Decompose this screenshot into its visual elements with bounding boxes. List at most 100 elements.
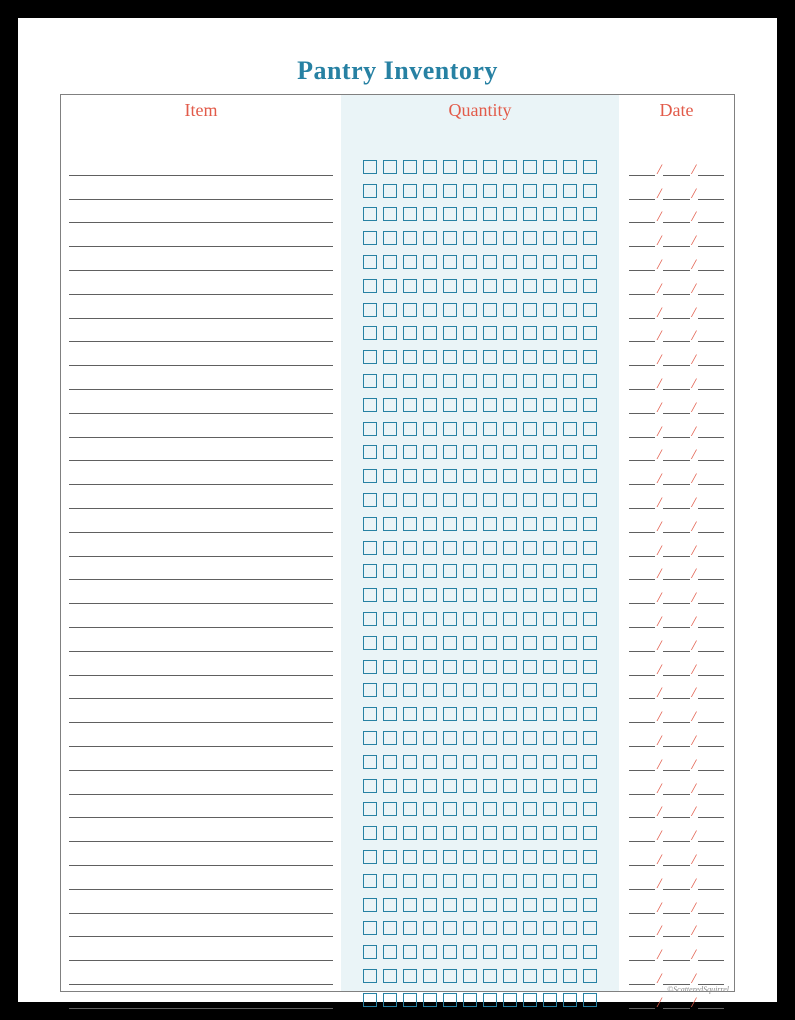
quantity-checkbox[interactable] — [583, 207, 597, 221]
quantity-checkbox[interactable] — [423, 469, 437, 483]
quantity-checkbox[interactable] — [463, 921, 477, 935]
quantity-checkbox[interactable] — [403, 469, 417, 483]
quantity-checkbox[interactable] — [403, 303, 417, 317]
quantity-checkbox[interactable] — [523, 636, 537, 650]
quantity-checkbox[interactable] — [363, 660, 377, 674]
quantity-checkbox[interactable] — [363, 850, 377, 864]
quantity-checkbox[interactable] — [483, 731, 497, 745]
quantity-checkbox[interactable] — [483, 755, 497, 769]
quantity-checkbox[interactable] — [523, 422, 537, 436]
quantity-checkbox[interactable] — [463, 636, 477, 650]
quantity-checkbox[interactable] — [463, 255, 477, 269]
quantity-checkbox[interactable] — [543, 779, 557, 793]
quantity-checkbox[interactable] — [423, 945, 437, 959]
item-cell[interactable] — [61, 413, 341, 417]
quantity-checkbox[interactable] — [403, 160, 417, 174]
quantity-checkbox[interactable] — [483, 160, 497, 174]
quantity-checkbox[interactable] — [563, 636, 577, 650]
quantity-checkbox[interactable] — [363, 802, 377, 816]
quantity-checkbox[interactable] — [403, 850, 417, 864]
quantity-checkbox[interactable] — [443, 612, 457, 626]
quantity-checkbox[interactable] — [483, 279, 497, 293]
quantity-checkbox[interactable] — [503, 493, 517, 507]
quantity-checkbox[interactable] — [363, 231, 377, 245]
quantity-checkbox[interactable] — [583, 874, 597, 888]
quantity-checkbox[interactable] — [503, 160, 517, 174]
quantity-checkbox[interactable] — [403, 398, 417, 412]
quantity-checkbox[interactable] — [583, 564, 597, 578]
quantity-checkbox[interactable] — [483, 255, 497, 269]
quantity-checkbox[interactable] — [423, 707, 437, 721]
quantity-checkbox[interactable] — [463, 303, 477, 317]
item-cell[interactable] — [61, 770, 341, 774]
quantity-checkbox[interactable] — [403, 255, 417, 269]
date-cell[interactable]: // — [619, 375, 734, 393]
quantity-checkbox[interactable] — [543, 707, 557, 721]
quantity-checkbox[interactable] — [383, 207, 397, 221]
quantity-checkbox[interactable] — [423, 564, 437, 578]
quantity-checkbox[interactable] — [543, 660, 557, 674]
quantity-checkbox[interactable] — [563, 350, 577, 364]
quantity-checkbox[interactable] — [563, 612, 577, 626]
quantity-checkbox[interactable] — [483, 683, 497, 697]
item-cell[interactable] — [61, 1008, 341, 1012]
quantity-checkbox[interactable] — [583, 493, 597, 507]
quantity-checkbox[interactable] — [583, 921, 597, 935]
quantity-checkbox[interactable] — [483, 898, 497, 912]
quantity-checkbox[interactable] — [443, 993, 457, 1007]
quantity-checkbox[interactable] — [563, 660, 577, 674]
quantity-checkbox[interactable] — [383, 350, 397, 364]
quantity-checkbox[interactable] — [463, 683, 477, 697]
quantity-checkbox[interactable] — [363, 541, 377, 555]
quantity-checkbox[interactable] — [383, 326, 397, 340]
quantity-checkbox[interactable] — [403, 969, 417, 983]
quantity-checkbox[interactable] — [543, 921, 557, 935]
quantity-checkbox[interactable] — [403, 802, 417, 816]
quantity-checkbox[interactable] — [563, 898, 577, 912]
quantity-checkbox[interactable] — [543, 945, 557, 959]
quantity-checkbox[interactable] — [503, 350, 517, 364]
quantity-checkbox[interactable] — [543, 231, 557, 245]
quantity-checkbox[interactable] — [443, 541, 457, 555]
quantity-checkbox[interactable] — [403, 707, 417, 721]
quantity-checkbox[interactable] — [423, 660, 437, 674]
quantity-checkbox[interactable] — [523, 279, 537, 293]
quantity-checkbox[interactable] — [563, 279, 577, 293]
date-cell[interactable]: // — [619, 470, 734, 488]
quantity-checkbox[interactable] — [383, 731, 397, 745]
quantity-checkbox[interactable] — [403, 755, 417, 769]
quantity-checkbox[interactable] — [443, 279, 457, 293]
quantity-checkbox[interactable] — [543, 255, 557, 269]
quantity-checkbox[interactable] — [383, 231, 397, 245]
quantity-checkbox[interactable] — [403, 184, 417, 198]
quantity-checkbox[interactable] — [483, 517, 497, 531]
item-cell[interactable] — [61, 913, 341, 917]
quantity-checkbox[interactable] — [423, 422, 437, 436]
quantity-checkbox[interactable] — [383, 636, 397, 650]
quantity-checkbox[interactable] — [583, 469, 597, 483]
quantity-checkbox[interactable] — [463, 541, 477, 555]
quantity-checkbox[interactable] — [543, 898, 557, 912]
quantity-checkbox[interactable] — [383, 755, 397, 769]
quantity-checkbox[interactable] — [563, 207, 577, 221]
quantity-checkbox[interactable] — [583, 255, 597, 269]
quantity-checkbox[interactable] — [383, 469, 397, 483]
quantity-checkbox[interactable] — [523, 517, 537, 531]
quantity-checkbox[interactable] — [423, 850, 437, 864]
quantity-checkbox[interactable] — [363, 160, 377, 174]
quantity-checkbox[interactable] — [583, 683, 597, 697]
quantity-checkbox[interactable] — [423, 231, 437, 245]
quantity-checkbox[interactable] — [583, 707, 597, 721]
quantity-checkbox[interactable] — [443, 731, 457, 745]
quantity-checkbox[interactable] — [503, 445, 517, 459]
quantity-checkbox[interactable] — [483, 184, 497, 198]
quantity-checkbox[interactable] — [583, 398, 597, 412]
quantity-checkbox[interactable] — [503, 207, 517, 221]
quantity-checkbox[interactable] — [363, 969, 377, 983]
quantity-checkbox[interactable] — [463, 564, 477, 578]
quantity-checkbox[interactable] — [543, 826, 557, 840]
quantity-checkbox[interactable] — [463, 969, 477, 983]
quantity-checkbox[interactable] — [363, 636, 377, 650]
quantity-checkbox[interactable] — [403, 612, 417, 626]
quantity-checkbox[interactable] — [363, 279, 377, 293]
